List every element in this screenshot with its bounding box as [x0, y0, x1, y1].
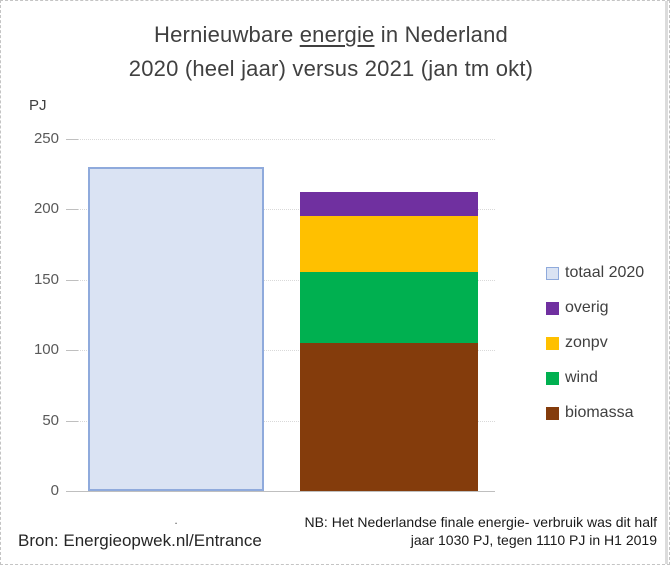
- bar-segment-wind: [300, 272, 478, 343]
- gridline-200: [66, 209, 495, 210]
- x-axis-category-label: .: [174, 513, 178, 527]
- y-axis-tick-250: [66, 138, 78, 140]
- y-axis-label-150: 150: [33, 270, 59, 288]
- legend-item-zonpv: zonpv: [546, 332, 644, 354]
- bar-segment-biomassa: [300, 342, 478, 491]
- legend-label: totaal 2020: [565, 264, 645, 281]
- chart-legend: totaal 2020 overig zonpv wind biomassa: [546, 262, 644, 437]
- legend-swatch-icon: [546, 336, 559, 350]
- footnote-line2: jaar 1030 PJ, tegen 1110 PJ in H1 2019: [410, 532, 657, 548]
- legend-label: wind: [565, 369, 598, 386]
- legend-label: overig: [565, 299, 609, 316]
- legend-swatch-icon: [546, 406, 559, 420]
- x-axis-line: [66, 491, 495, 492]
- legend-item-biomassa: biomassa: [546, 402, 644, 424]
- y-axis-tick-50: [66, 420, 78, 422]
- legend-item-overig: overig: [546, 297, 644, 319]
- y-axis-tick-150: [66, 279, 78, 281]
- y-axis-unit-label: PJ: [29, 97, 47, 114]
- legend-swatch-icon: [546, 301, 559, 315]
- window-right-border: [665, 1, 668, 564]
- y-axis-label-50: 50: [42, 411, 59, 429]
- gridline-150: [66, 279, 495, 281]
- legend-item-wind: wind: [546, 367, 644, 389]
- chart-title-line2: 2020 (heel jaar) versus 2021 (jan tm okt…: [128, 56, 534, 81]
- footnote-line1: NB: Het Nederlandse finale energie- verb…: [304, 514, 657, 530]
- source-credit: Bron: Energieopwek.nl/Entrance: [18, 531, 262, 550]
- y-axis-label-0: 0: [50, 482, 59, 499]
- y-axis-tick-100: [66, 350, 78, 351]
- title-text: Hernieuwbare: [154, 22, 300, 47]
- y-axis-label-100: 100: [33, 341, 59, 358]
- y-axis-tick-200: [66, 209, 78, 210]
- legend-label: biomassa: [565, 404, 634, 421]
- title-underlined-word: energie: [299, 22, 375, 47]
- bar-segment-zonpv: [300, 216, 478, 273]
- legend-swatch-icon: [546, 266, 559, 280]
- title-text: in Nederland: [374, 22, 508, 47]
- legend-label: zonpv: [565, 334, 608, 351]
- bar-segment-overig: [300, 192, 478, 217]
- legend-swatch-icon: [546, 371, 559, 385]
- legend-item-totaal-2020: totaal 2020: [546, 262, 644, 284]
- bar-totaal-2020: [88, 166, 264, 491]
- gridline-50: [66, 420, 495, 422]
- gridline-100: [66, 350, 495, 351]
- y-axis-label-250: 250: [33, 129, 59, 147]
- gridline-250: [66, 138, 495, 140]
- chart-title: Hernieuwbare energie in Nederland 2020 (…: [1, 18, 661, 86]
- chart-title-line1: Hernieuwbare energie in Nederland: [1, 18, 661, 52]
- footnote: NB: Het Nederlandse finale energie- verb…: [237, 513, 657, 549]
- y-axis-label-200: 200: [33, 200, 59, 217]
